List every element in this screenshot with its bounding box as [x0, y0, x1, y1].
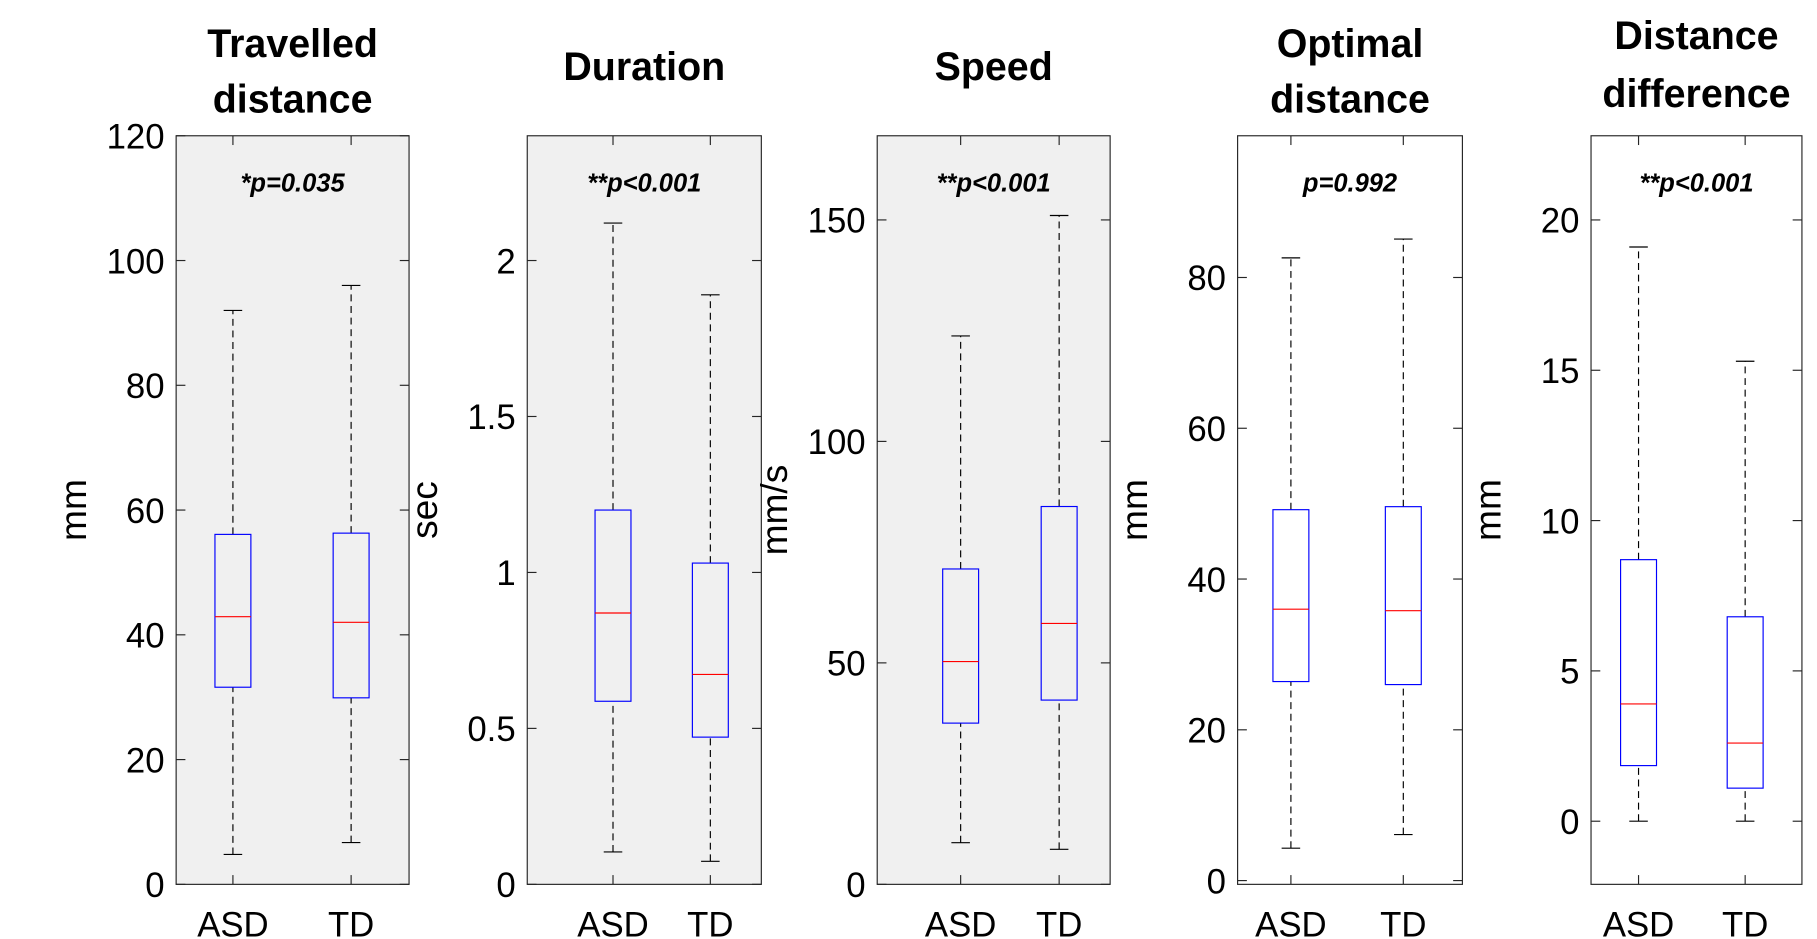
- y-tick-label: 150: [808, 203, 866, 241]
- annotation: **p<0.001: [587, 169, 701, 197]
- y-tick-label: 80: [1187, 260, 1226, 298]
- panel-title: Speed: [935, 45, 1053, 89]
- axes-background: [876, 135, 1111, 885]
- y-axis-label: sec: [403, 481, 445, 539]
- y-tick-label: 40: [126, 618, 165, 656]
- y-tick-label: 0.5: [467, 711, 515, 749]
- box: [332, 532, 370, 699]
- y-tick-label: 60: [1187, 411, 1226, 449]
- y-tick-label: 2: [496, 243, 515, 281]
- axes-background: [1590, 135, 1803, 885]
- box: [1620, 559, 1658, 767]
- x-tick-label: ASD: [925, 906, 996, 939]
- x-tick-label: ASD: [577, 906, 648, 939]
- y-tick-label: 0: [1560, 804, 1579, 842]
- x-tick-label: TD: [328, 906, 374, 939]
- box: [1272, 509, 1310, 683]
- x-tick-label: ASD: [1255, 906, 1326, 939]
- axes-background: [175, 135, 410, 885]
- panel: Travelled distance mm *p=0.035 0 20 40 60 80 100 1…: [52, 22, 410, 939]
- y-tick-label: 0: [496, 867, 515, 905]
- y-axis-label: mm/s: [753, 465, 795, 556]
- box: [1384, 506, 1422, 686]
- panel: Duration sec **p<0.001 0 0.5 1 1.5 2 ASD TD: [403, 45, 762, 939]
- y-tick-label: 1: [496, 555, 515, 593]
- y-tick-label: 15: [1541, 353, 1580, 391]
- y-tick-label: 120: [107, 119, 165, 157]
- y-tick-label: 10: [1541, 503, 1580, 541]
- annotation: **p<0.001: [937, 169, 1051, 197]
- x-tick-label: ASD: [1603, 906, 1674, 939]
- box: [594, 509, 632, 702]
- box: [942, 568, 980, 724]
- panel-title: distance: [1270, 78, 1430, 122]
- panel-title: Duration: [563, 45, 725, 89]
- y-tick-label: 50: [827, 646, 866, 684]
- box: [1726, 616, 1764, 789]
- y-tick-label: 0: [145, 867, 164, 905]
- y-axis-label: mm: [1113, 479, 1155, 541]
- panel-title: Travelled: [207, 22, 378, 66]
- panel: Speed mm/s **p<0.001 0 50 100 150 ASD TD: [753, 45, 1111, 939]
- y-axis-label: mm: [52, 479, 94, 541]
- box: [214, 533, 252, 688]
- y-tick-label: 20: [126, 742, 165, 780]
- x-tick-label: TD: [1036, 906, 1082, 939]
- panel: Distance difference mm **p<0.001 0 5 10 15 20 ASD…: [1467, 14, 1803, 939]
- axes-background: [526, 135, 762, 885]
- y-tick-label: 20: [1187, 713, 1226, 751]
- panel-title: Optimal: [1277, 22, 1424, 66]
- y-tick-label: 60: [126, 493, 165, 531]
- x-tick-label: TD: [1722, 906, 1768, 939]
- y-tick-label: 20: [1541, 203, 1580, 241]
- y-tick-label: 40: [1187, 562, 1226, 600]
- panel-title: Distance: [1614, 14, 1778, 58]
- y-tick-label: 5: [1560, 654, 1579, 692]
- x-tick-label: ASD: [197, 906, 268, 939]
- x-tick-label: TD: [1380, 906, 1426, 939]
- y-tick-label: 1.5: [467, 399, 515, 437]
- annotation: p=0.992: [1302, 169, 1397, 197]
- y-axis-label: mm: [1467, 479, 1509, 541]
- box: [1040, 505, 1078, 701]
- x-tick-label: TD: [687, 906, 733, 939]
- y-tick-label: 80: [126, 368, 165, 406]
- panel: Optimal distance mm p=0.992 0 20 40 60 80 ASD TD: [1113, 22, 1463, 939]
- annotation: *p=0.035: [241, 169, 346, 197]
- y-tick-label: 0: [846, 867, 865, 905]
- annotation: **p<0.001: [1639, 169, 1753, 197]
- panel-title: distance: [213, 78, 373, 122]
- panel-title: difference: [1602, 72, 1790, 116]
- y-tick-label: 100: [808, 424, 866, 462]
- box: [691, 562, 729, 738]
- axes-background: [1237, 135, 1463, 885]
- y-tick-label: 100: [107, 243, 165, 281]
- y-tick-label: 0: [1207, 863, 1226, 901]
